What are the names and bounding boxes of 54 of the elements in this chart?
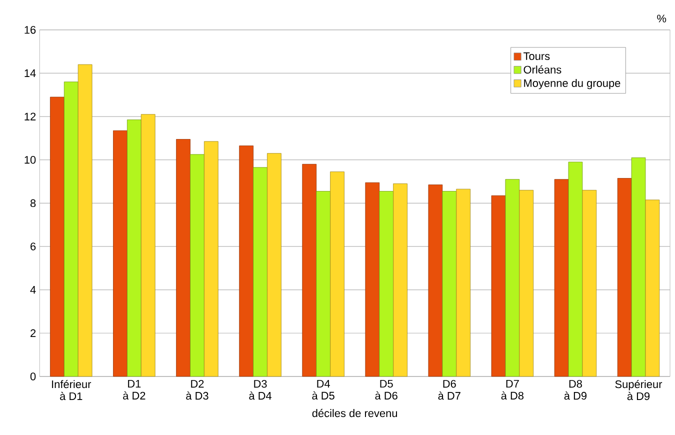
x-tick-label: D5 à D6: [375, 380, 398, 400]
y-tick-label: 16: [24, 26, 36, 34]
bar: [393, 183, 408, 377]
bar: [330, 171, 344, 377]
bar: [204, 141, 218, 377]
bar: [568, 162, 583, 377]
bar: [64, 82, 78, 377]
bar: [617, 178, 632, 377]
bar: [316, 190, 330, 377]
bar: [302, 164, 317, 377]
y-tick-label: 0: [30, 372, 36, 380]
y-tick-label: 10: [24, 156, 36, 164]
y-tick-label: 12: [24, 112, 36, 120]
bar: [176, 138, 190, 377]
bar: [491, 195, 506, 377]
x-tick-label: D3 à D4: [249, 380, 272, 400]
bar: [190, 154, 204, 377]
y-axis-title: %: [657, 14, 666, 22]
bar: [253, 167, 268, 377]
x-tick-label: D1 à D2: [123, 380, 146, 400]
y-tick-label: 8: [30, 199, 36, 207]
bar: [50, 96, 64, 377]
bar: [505, 179, 520, 377]
x-tick-label: D8 à D9: [564, 380, 586, 400]
bar: [428, 184, 443, 377]
bar: [78, 64, 92, 377]
bar: [519, 190, 534, 377]
bar: [554, 179, 569, 377]
bar: [127, 119, 142, 377]
bar: [631, 157, 646, 377]
bar: [365, 182, 380, 377]
legend-label: Moyenne du groupe: [524, 78, 620, 90]
bar: [239, 145, 254, 377]
x-tick-label: D2 à D3: [186, 380, 208, 400]
x-tick-label: D4 à D5: [312, 380, 334, 400]
y-tick-label: 4: [30, 286, 36, 294]
x-tick-label: Inférieur à D1: [52, 380, 92, 400]
legend-label: Tours: [524, 52, 550, 60]
bar: [379, 190, 394, 377]
legend-label: Orléans: [524, 65, 562, 74]
bar: [645, 200, 660, 377]
bar: [140, 114, 156, 377]
y-tick-label: 14: [24, 69, 36, 77]
y-tick-label: 2: [30, 329, 36, 337]
bar: [267, 153, 282, 377]
bar: [456, 188, 470, 377]
bar: [442, 190, 457, 377]
y-tick-label: 6: [30, 242, 36, 250]
x-tick-label: D6 à D7: [438, 380, 460, 400]
x-axis-title: déciles de revenu: [312, 408, 397, 417]
bar: [113, 130, 128, 377]
bar: [582, 190, 597, 377]
x-tick-label: D7 à D8: [501, 380, 524, 400]
x-tick-label: Supérieur à D9: [615, 380, 662, 400]
